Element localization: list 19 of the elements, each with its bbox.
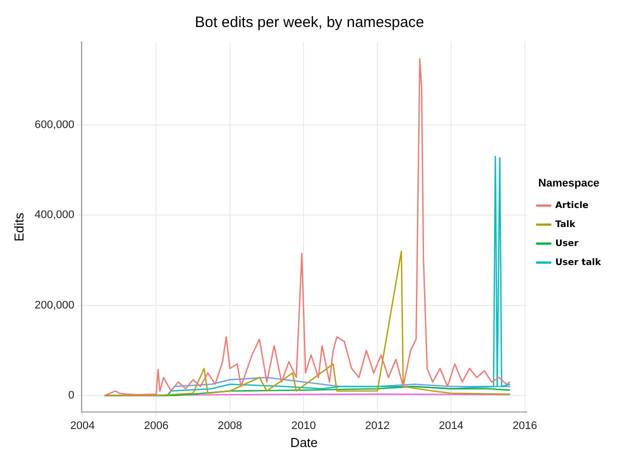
x-tick-label: 2012	[365, 420, 390, 432]
chart-title: Bot edits per week, by namespace	[194, 14, 424, 32]
legend-label: Article	[555, 200, 589, 211]
y-tick-label: 200,000	[34, 299, 74, 312]
x-axis-title: Date	[290, 434, 318, 450]
legend-label: User	[555, 238, 579, 249]
x-tick-label: 2004	[70, 420, 95, 432]
y-tick-label: 400,000	[34, 209, 74, 222]
x-tick-label: 2008	[218, 420, 242, 432]
x-tick-label: 2014	[438, 420, 464, 432]
x-tick-label: 2010	[291, 420, 316, 432]
x-tick-label: 2016	[512, 420, 538, 432]
y-axis-title: Edits	[11, 212, 26, 242]
x-tick-label: 2006	[144, 420, 168, 432]
legend-label: User talk	[555, 258, 602, 268]
legend-title: Namespace	[538, 177, 600, 190]
legend-label: Talk	[555, 220, 576, 230]
y-tick-label: 0	[68, 390, 74, 402]
y-tick-label: 600,000	[34, 119, 74, 131]
